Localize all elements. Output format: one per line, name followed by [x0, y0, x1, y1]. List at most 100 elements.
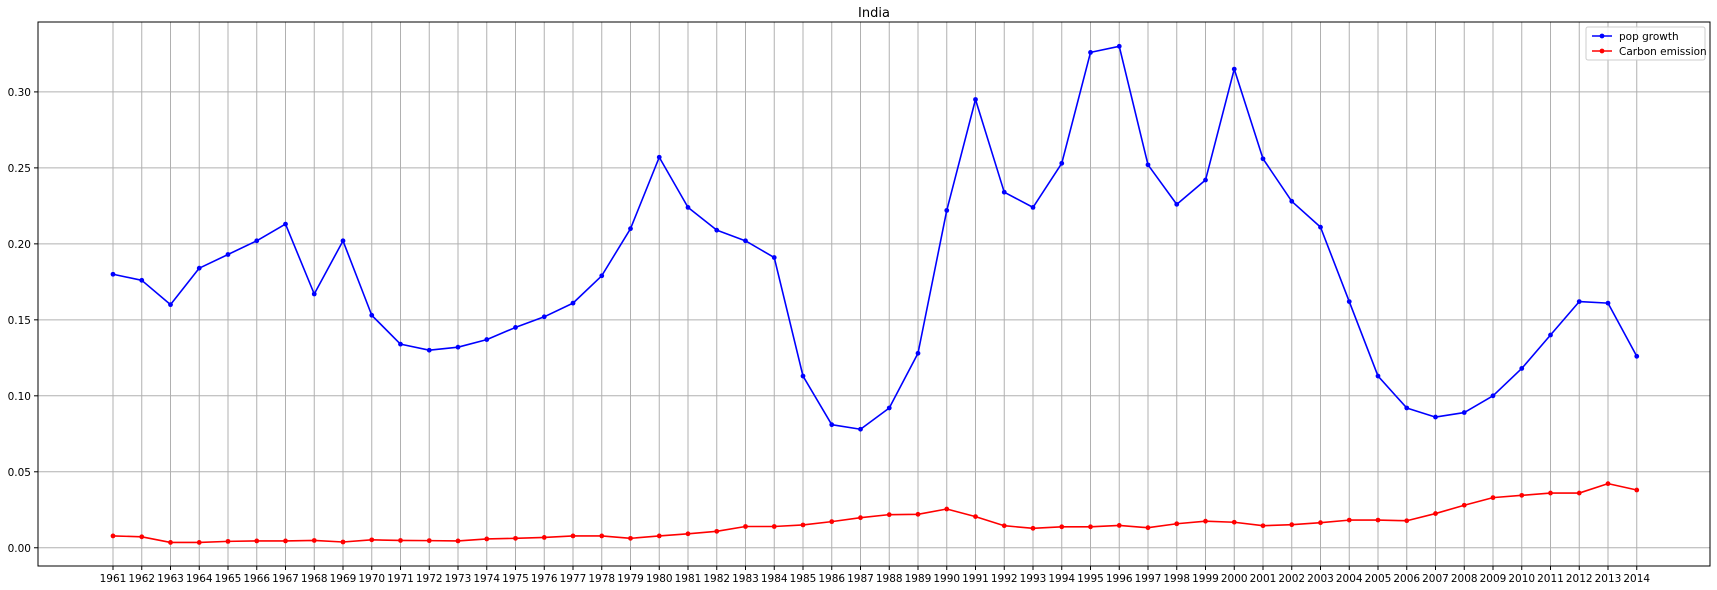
x-tick-label: 1986 [818, 573, 845, 585]
data-point [283, 221, 288, 227]
data-point [541, 314, 547, 320]
data-point [570, 533, 576, 539]
data-point [311, 291, 317, 297]
chart-title: India [858, 6, 890, 21]
data-point [858, 426, 863, 432]
x-tick-label: 1998 [1163, 573, 1190, 585]
x-tick-label: 1976 [531, 573, 558, 585]
data-point [1116, 43, 1122, 49]
x-tick-label: 2010 [1508, 573, 1535, 585]
data-point [1404, 518, 1410, 524]
data-point [1289, 198, 1295, 204]
data-point [1030, 204, 1036, 210]
data-point [599, 273, 605, 279]
x-tick-label: 1999 [1192, 573, 1219, 585]
data-point [743, 238, 748, 244]
x-tick-label: 1963 [157, 573, 184, 585]
y-tick-label: 0.00 [8, 543, 31, 555]
data-point [340, 238, 346, 244]
data-point [886, 405, 892, 411]
x-tick-label: 2005 [1365, 573, 1392, 585]
x-tick-label: 1981 [675, 573, 702, 585]
x-tick-label: 1997 [1135, 573, 1162, 585]
x-tick-label: 1991 [962, 573, 989, 585]
data-point [139, 534, 145, 540]
data-point [139, 277, 145, 283]
data-point [1231, 66, 1237, 72]
series-1 [110, 481, 1640, 545]
x-tick-label: 1968 [301, 573, 328, 585]
data-point [484, 337, 490, 342]
data-point [513, 535, 518, 541]
data-point [714, 227, 720, 233]
legend-label: Carbon emission [1619, 46, 1707, 58]
data-point [398, 538, 403, 543]
data-point [656, 154, 662, 160]
legend-label: pop growth [1619, 31, 1679, 43]
y-tick-label: 0.30 [8, 87, 31, 99]
y-tick-label: 0.15 [8, 315, 31, 327]
data-point [168, 302, 173, 308]
data-point [944, 208, 950, 213]
x-tick-label: 2000 [1221, 573, 1248, 585]
data-point [1576, 299, 1582, 304]
data-point [541, 535, 547, 540]
data-point [1203, 177, 1208, 183]
data-point [455, 344, 461, 350]
data-point [800, 522, 806, 528]
data-point [311, 538, 317, 543]
data-point [1145, 162, 1151, 168]
x-tick-label: 1994 [1048, 573, 1075, 585]
y-tick-label: 0.25 [8, 163, 31, 175]
data-point [1059, 524, 1065, 530]
data-point [800, 373, 806, 379]
data-point [1145, 525, 1151, 531]
series-line [112, 482, 1637, 544]
data-point [1519, 492, 1525, 498]
data-point [1203, 518, 1208, 524]
data-point [1519, 366, 1525, 371]
x-tick-label: 1982 [703, 573, 730, 585]
legend-marker [1599, 33, 1605, 39]
data-point [110, 533, 116, 539]
data-point [973, 97, 978, 102]
data-point [168, 540, 173, 545]
x-tick-label: 1987 [847, 573, 874, 585]
data-point [225, 538, 231, 544]
data-point [225, 252, 231, 257]
data-point [886, 512, 892, 518]
data-point [944, 506, 950, 512]
x-tick-label: 1988 [876, 573, 903, 585]
data-point [1634, 353, 1640, 359]
data-point [1001, 523, 1007, 529]
data-point [1605, 481, 1611, 487]
data-point [484, 536, 490, 542]
x-tick-label: 1995 [1077, 573, 1104, 585]
data-point [1548, 332, 1553, 338]
x-tick-label: 1969 [330, 573, 357, 585]
data-point [1059, 160, 1065, 166]
x-tick-label: 1992 [991, 573, 1018, 585]
x-tick-label: 2006 [1393, 573, 1420, 585]
x-tick-label: 1970 [358, 573, 385, 585]
data-point [714, 528, 720, 534]
data-point [973, 514, 978, 520]
x-tick-label: 2011 [1537, 573, 1564, 585]
data-point [771, 524, 777, 529]
data-point [1461, 502, 1467, 508]
data-point [628, 535, 633, 541]
data-point [656, 533, 662, 539]
y-tick-label: 0.05 [8, 467, 31, 479]
data-point [1088, 49, 1093, 55]
data-point [685, 531, 691, 537]
x-tick-label: 2013 [1595, 573, 1622, 585]
data-point [1318, 224, 1323, 230]
x-tick-label: 2009 [1480, 573, 1507, 585]
data-point [1375, 373, 1381, 379]
x-tick-label: 1967 [272, 573, 299, 585]
data-point [196, 540, 202, 545]
x-tick-label: 2014 [1623, 573, 1650, 585]
data-point [1174, 521, 1180, 527]
data-point [829, 422, 835, 428]
x-tick-label: 1961 [100, 573, 127, 585]
